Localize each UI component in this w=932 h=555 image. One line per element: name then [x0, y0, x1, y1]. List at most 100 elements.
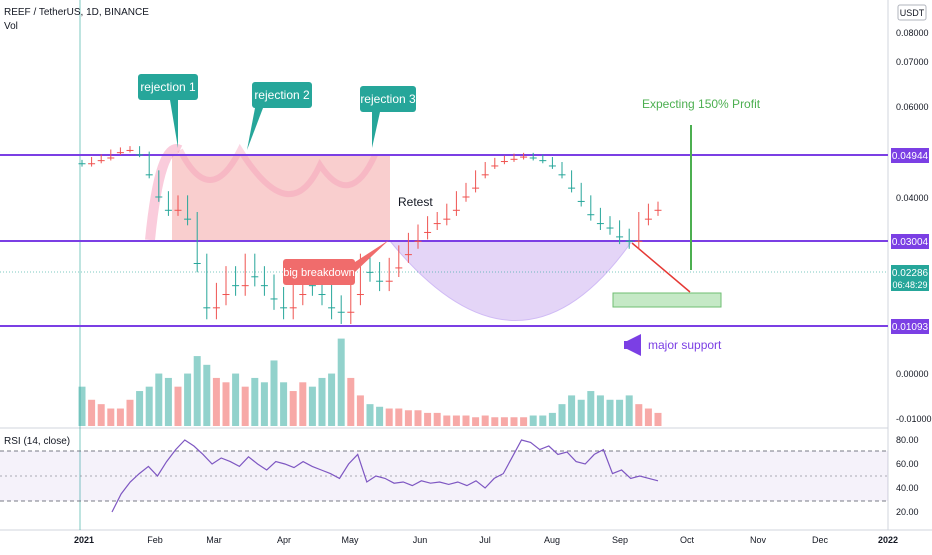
volume-bar — [500, 417, 508, 426]
volume-bar — [548, 412, 556, 426]
currency-badge[interactable] — [897, 4, 927, 21]
big-breakdown-label: big breakdown — [283, 267, 355, 279]
volume-bar — [577, 399, 585, 426]
volume-bar — [625, 395, 633, 426]
volume-bar — [318, 377, 326, 426]
volume-bar — [414, 410, 422, 426]
volume-bar — [395, 408, 403, 426]
volume-bar — [520, 417, 528, 426]
volume-bar — [654, 412, 662, 426]
candle-body — [395, 267, 403, 269]
rejection-1-label: rejection 1 — [140, 80, 196, 94]
candle-body — [500, 161, 508, 163]
volume-bar — [376, 406, 384, 426]
candle-body — [376, 280, 384, 282]
support-box — [612, 292, 722, 308]
candle-body — [366, 271, 374, 273]
candle-body — [308, 285, 316, 287]
candle-body — [184, 218, 192, 220]
candle-body — [568, 187, 576, 189]
candle-body — [616, 236, 624, 238]
candle-body — [558, 174, 566, 176]
candle-body — [356, 294, 364, 296]
volume-bar — [510, 417, 518, 426]
time-axis: 2021 Feb Mar Apr May Jun Jul Aug Sep Oct Nov Dec 202… — [74, 535, 898, 545]
volume-bar — [145, 386, 153, 426]
candle-body — [164, 209, 172, 211]
level-label-low: 0.01093 — [892, 322, 929, 333]
volume-bar — [404, 410, 412, 426]
candle-body — [510, 158, 518, 160]
volume-bar — [491, 417, 499, 426]
volume-bar — [424, 412, 432, 426]
candle-body — [587, 214, 595, 216]
rsi-line — [111, 439, 659, 513]
candles — [78, 146, 662, 324]
rsi-tick-label: 40.00 — [896, 483, 919, 493]
volume-bar — [347, 377, 355, 426]
last-price-bg — [891, 265, 929, 291]
candle-body — [174, 209, 182, 211]
volume-bar — [136, 391, 144, 426]
price-tick-label: 0.07000 — [896, 57, 929, 67]
volume-bar — [328, 373, 336, 426]
candle-body — [318, 294, 326, 296]
candle-body — [385, 280, 393, 282]
volume-bar — [596, 395, 604, 426]
candle-body — [136, 154, 144, 156]
time-tick-label: Nov — [750, 535, 767, 545]
candle-body — [337, 311, 345, 313]
volume-bar — [356, 395, 364, 426]
callout-rejection-2: rejection 2 — [247, 82, 312, 150]
volume-bar — [97, 404, 105, 426]
volume-bar — [366, 404, 374, 426]
candle-body — [491, 165, 499, 167]
rsi-tick-label: 20.00 — [896, 507, 919, 517]
volume-bar — [539, 415, 547, 426]
time-tick-label: May — [341, 535, 359, 545]
volume-bar — [232, 373, 240, 426]
candle-body — [625, 240, 633, 242]
time-tick-label: 2021 — [74, 535, 94, 545]
last-price-countdown: 06:48:29 — [892, 280, 927, 290]
volume-bar — [443, 415, 451, 426]
level-label-low-bg — [891, 319, 929, 334]
level-label-high-bg — [891, 148, 929, 163]
candle-body — [481, 174, 489, 176]
major-support-label: major support — [648, 338, 722, 352]
volume-bar — [558, 404, 566, 426]
volume-bar — [299, 382, 307, 426]
candle-body — [78, 163, 86, 165]
rejection-3-label: rejection 3 — [360, 92, 416, 106]
candle-body — [299, 294, 307, 296]
volume-bar — [184, 373, 192, 426]
volume-bar — [606, 399, 614, 426]
volume-bar — [529, 415, 537, 426]
time-tick-label: 2022 — [878, 535, 898, 545]
volume-bar — [222, 382, 230, 426]
candle-body — [155, 196, 163, 198]
candle-body — [203, 307, 211, 309]
time-tick-label: Feb — [147, 535, 163, 545]
time-tick-label: Mar — [206, 535, 222, 545]
candle-body — [443, 218, 451, 220]
callout-big-breakdown: big breakdown — [283, 240, 389, 285]
volume-bar — [280, 382, 288, 426]
volume-bar — [155, 373, 163, 426]
candle-body — [606, 227, 614, 229]
candle-body — [328, 307, 336, 309]
rejection-2-label: rejection 2 — [254, 88, 310, 102]
price-tick-label: 0.06000 — [896, 102, 929, 112]
volume-bar — [126, 399, 134, 426]
rsi-band — [0, 451, 888, 501]
volume-bar — [568, 395, 576, 426]
level-label-mid-bg — [891, 234, 929, 249]
volume-bar — [241, 386, 249, 426]
candle-body — [289, 307, 297, 309]
time-tick-label: Oct — [680, 535, 695, 545]
candle-body — [644, 218, 652, 220]
volume-bar — [78, 386, 86, 426]
time-tick-label: Dec — [812, 535, 829, 545]
megaphone-icon — [624, 334, 641, 356]
volume-bar — [164, 377, 172, 426]
